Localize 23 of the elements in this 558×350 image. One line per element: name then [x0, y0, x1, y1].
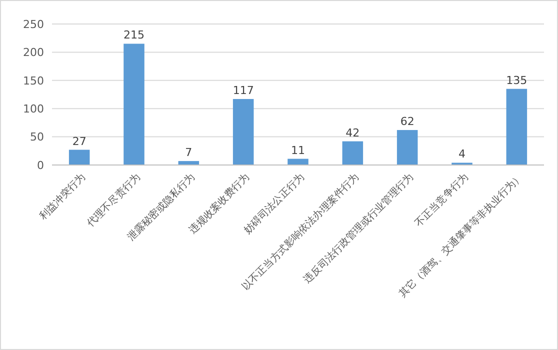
data-label: 62: [400, 115, 414, 128]
data-label: 215: [124, 28, 144, 42]
data-label: 4: [458, 148, 466, 161]
bar: [232, 99, 254, 165]
bar: [342, 141, 364, 165]
data-label: 27: [72, 134, 86, 148]
y-tick-label: 50: [30, 130, 44, 144]
bar: [506, 88, 528, 165]
data-label: 11: [291, 144, 305, 157]
data-label: 7: [185, 146, 192, 160]
data-label: 117: [232, 84, 254, 98]
data-label: 135: [506, 74, 528, 87]
data-label: 42: [346, 126, 360, 140]
y-tick-label: 0: [37, 158, 44, 172]
bar: [124, 44, 144, 165]
y-tick-label: 250: [23, 18, 44, 31]
bar: [288, 158, 308, 165]
bar: [68, 150, 90, 165]
x-tick-label: 利益冲突行为: [37, 171, 88, 222]
y-tick-label: 150: [23, 74, 44, 88]
bar: [396, 130, 418, 165]
y-tick-label: 200: [23, 46, 44, 60]
y-tick-label: 100: [23, 102, 44, 116]
